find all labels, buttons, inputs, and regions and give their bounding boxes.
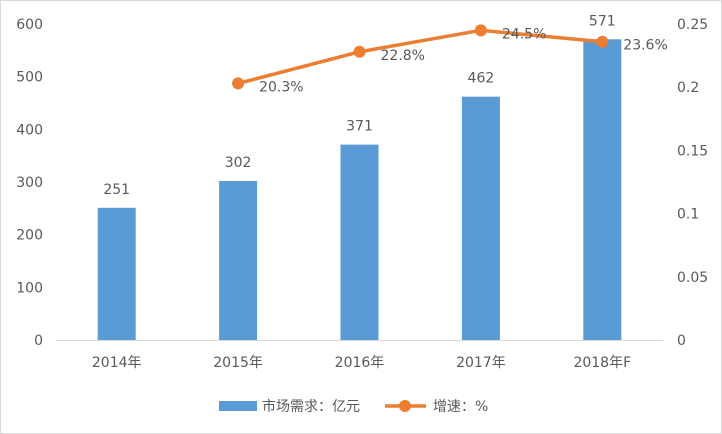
left-y-tick-label: 0 — [34, 333, 43, 349]
bar — [340, 144, 379, 340]
left-y-tick-label: 300 — [16, 175, 43, 191]
bar-data-label: 371 — [346, 119, 373, 135]
line-data-label: 22.8% — [381, 48, 425, 64]
line-data-label: 24.5% — [502, 26, 546, 42]
x-tick-label: 2016年 — [335, 355, 385, 371]
right-y-tick-label: 0.1 — [677, 207, 699, 223]
line-series — [232, 24, 609, 90]
bar — [583, 39, 622, 340]
bar — [219, 180, 258, 340]
bar-series — [97, 39, 622, 341]
left-y-tick-label: 500 — [16, 70, 43, 86]
axes: 2014年 2015年 2016年 2017年 2018年F 0 100 200 300 400 5… — [16, 17, 708, 371]
legend-bar-label: 市场需求：亿元 — [262, 398, 360, 415]
legend-line-marker — [399, 400, 411, 412]
x-tick-label: 2014年 — [92, 355, 142, 371]
line-marker — [474, 24, 487, 37]
bar-data-label: 571 — [589, 13, 616, 29]
left-y-tick-label: 400 — [16, 122, 43, 138]
bar-data-labels: 251 302 371 462 571 — [103, 13, 615, 198]
right-y-tick-label: 0.2 — [677, 80, 699, 96]
line-data-label: 23.6% — [623, 38, 667, 54]
bar — [97, 207, 136, 340]
line-marker — [353, 45, 366, 58]
right-y-tick-label: 0 — [677, 333, 686, 349]
bar-data-label: 302 — [225, 155, 252, 171]
left-y-tick-label: 600 — [16, 17, 43, 33]
right-y-tick-label: 0.25 — [677, 17, 708, 33]
x-tick-label: 2017年 — [456, 355, 506, 371]
left-y-tick-label: 200 — [16, 228, 43, 244]
bar — [461, 96, 500, 341]
x-tick-label: 2015年 — [213, 355, 263, 371]
bar-data-label: 462 — [468, 71, 495, 87]
legend-line-label: 增速：% — [433, 399, 488, 415]
bar-data-label: 251 — [103, 182, 130, 198]
line-marker — [596, 35, 609, 48]
line-data-labels: 20.3% 22.8% 24.5% 23.6% — [259, 26, 668, 95]
legend-bar-swatch — [219, 401, 257, 411]
legend: 市场需求：亿元 增速：% — [219, 398, 488, 415]
x-tick-label: 2018年F — [573, 355, 631, 371]
line-data-label: 20.3% — [259, 79, 303, 95]
left-y-tick-label: 100 — [16, 280, 43, 296]
line-marker — [232, 77, 245, 90]
right-y-tick-label: 0.15 — [677, 143, 708, 159]
right-y-tick-label: 0.05 — [677, 270, 708, 286]
growth-line — [237, 28, 603, 86]
